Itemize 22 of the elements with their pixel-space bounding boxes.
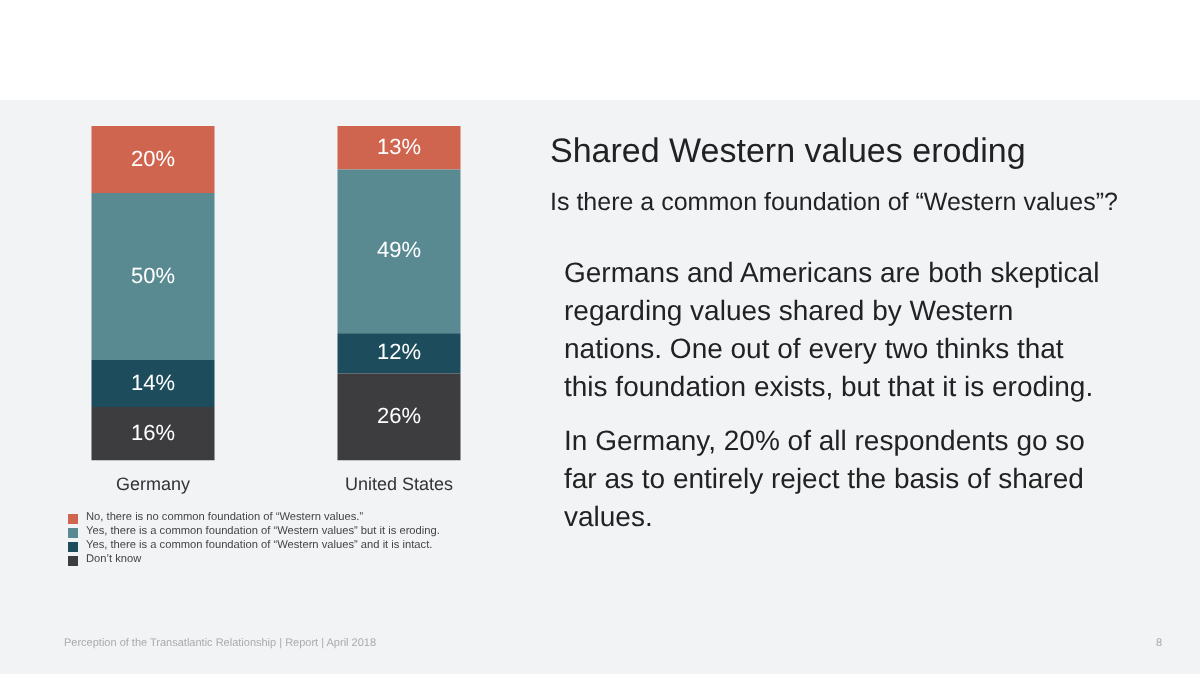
x-tick-label: Germany	[115, 474, 192, 495]
bar	[337, 169, 461, 334]
bar	[337, 373, 461, 461]
bar	[91, 360, 215, 407]
bar	[91, 406, 215, 461]
data-label: 14%	[130, 371, 176, 396]
data-label: 50%	[130, 264, 176, 289]
text: Is there a common foundation of “Western values”?	[550, 188, 1118, 216]
text: Shared Western values eroding	[550, 132, 1026, 172]
x-tick-label: United States	[344, 474, 455, 495]
data-label: 20%	[130, 147, 176, 172]
bar	[337, 333, 461, 374]
bar	[91, 192, 215, 361]
data-label: 12%	[376, 341, 422, 366]
text: Germans and Americans are both skeptical regarding values shared by Western nations. One out of every two thinks that this foundation exists, but that it is eroding.	[564, 254, 1102, 406]
data-label: 16%	[130, 421, 176, 446]
text: In Germany, 20% of all respondents go so far as to entirely reject the basis of shared values.	[564, 422, 1087, 536]
bar	[337, 126, 461, 170]
data-label: 26%	[376, 404, 422, 429]
data-label: 49%	[376, 239, 422, 264]
data-label: 13%	[376, 135, 422, 160]
bar	[91, 126, 215, 193]
